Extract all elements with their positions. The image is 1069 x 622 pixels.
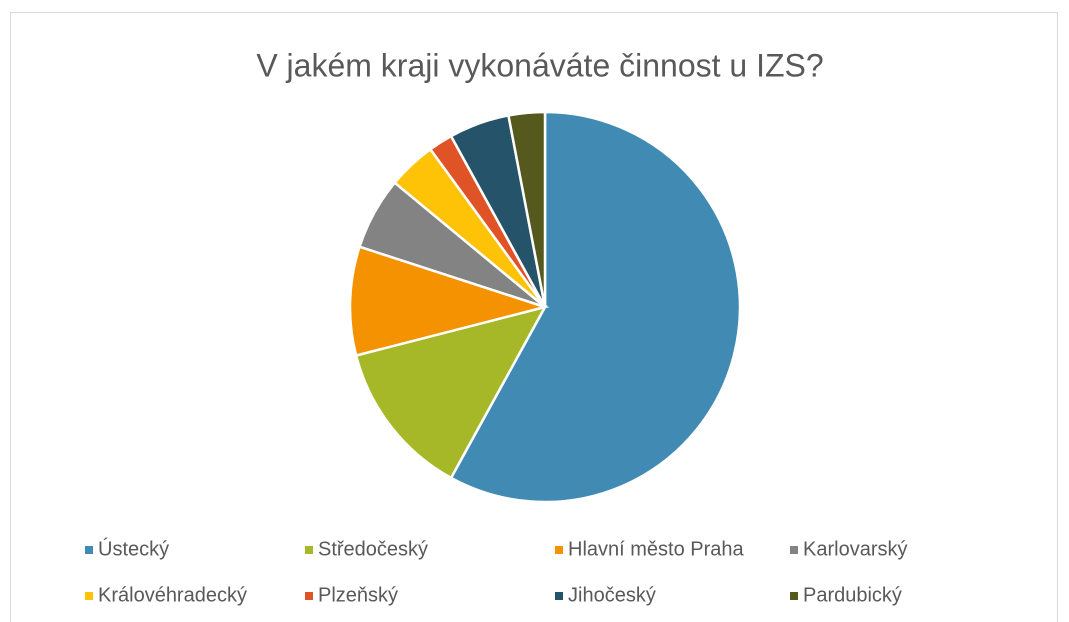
- legend-swatch: [85, 546, 93, 554]
- legend-label: Ústecký: [98, 537, 169, 560]
- legend-swatch: [305, 546, 313, 554]
- legend-swatch: [790, 592, 798, 600]
- chart-title: V jakém kraji vykonáváte činnost u IZS?: [256, 47, 823, 83]
- legend-swatch: [790, 546, 798, 554]
- legend-swatch: [555, 546, 563, 554]
- legend-label: Karlovarský: [803, 538, 907, 560]
- legend-label: Královéhradecký: [98, 584, 247, 606]
- pie-slice: [348, 245, 550, 358]
- pie-slice: [449, 110, 742, 504]
- legend-label: Plzeňský: [318, 584, 398, 606]
- legend-label: Jihočeský: [568, 584, 656, 606]
- legend-label: Středočeský: [318, 538, 428, 560]
- legend-label: Hlavní město Praha: [568, 538, 745, 560]
- legend-swatch: [85, 592, 93, 600]
- legend-swatch: [555, 592, 563, 600]
- pie-slice: [354, 305, 548, 480]
- pie-slice: [506, 110, 547, 308]
- legend-swatch: [305, 592, 313, 600]
- legend-label: Pardubický: [803, 584, 902, 606]
